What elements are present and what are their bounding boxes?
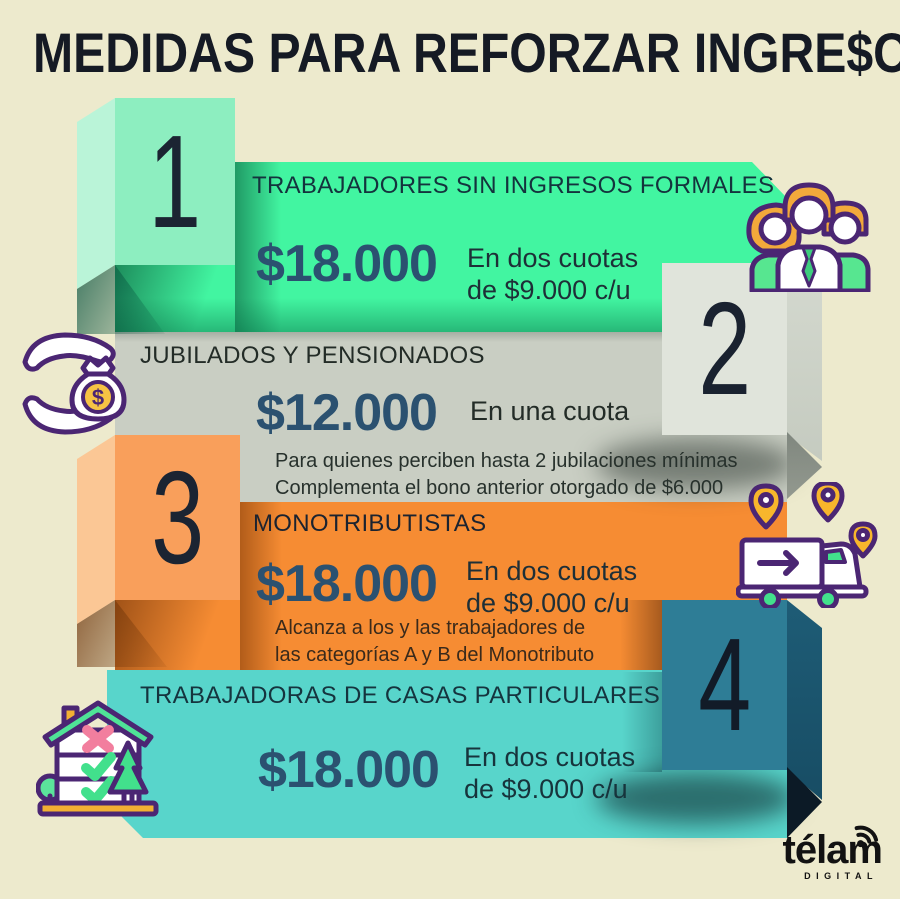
section-3-title: MONOTRIBUTISTAS <box>253 510 487 537</box>
cube-4-facet <box>787 600 822 800</box>
section-2-note: Para quienes perciben hasta 2 jubilacion… <box>275 450 738 499</box>
telam-logo: télam DIGITAL <box>692 825 883 881</box>
family-icon <box>746 182 871 292</box>
section-1-amount: $18.000 <box>256 235 438 293</box>
cube-1-number: 1 <box>148 107 202 255</box>
delivery-truck-icon <box>736 482 878 608</box>
cube-1-front: 1 <box>115 98 235 265</box>
svg-text:$: $ <box>92 385 104 410</box>
cube-3-facet <box>77 435 115 624</box>
cube-2-number: 2 <box>698 275 751 422</box>
section-2-title: JUBILADOS Y PENSIONADOS <box>140 342 485 369</box>
cube-4: 4 <box>662 600 822 838</box>
section-4-title: TRABAJADORAS DE CASAS PARTICULARES <box>140 682 661 709</box>
signal-icon <box>854 825 879 848</box>
section-3-terms: En dos cuotas de $9.000 c/u <box>466 556 638 618</box>
cube-3: 3 <box>77 435 240 667</box>
section-4-terms: En dos cuotas de $9.000 c/u <box>464 742 636 804</box>
section-3-amount: $18.000 <box>256 555 438 613</box>
cube-1: 1 <box>77 98 235 334</box>
section-1-title: TRABAJADORES SIN INGRESOS FORMALES <box>252 172 775 199</box>
section-3-note: Alcanza a los y las trabajadores de las … <box>275 617 595 666</box>
page-title: MEDIDAS PARA REFORZAR INGRE$O$ <box>33 21 900 84</box>
cube-4-front: 4 <box>662 600 787 770</box>
cube-4-number: 4 <box>698 611 751 758</box>
section-2-amount: $12.000 <box>256 384 438 442</box>
money-bag-icon: $ <box>22 332 127 435</box>
cube-3-number: 3 <box>151 443 204 591</box>
section-4-amount: $18.000 <box>258 741 440 799</box>
cube-2-facet <box>787 263 822 461</box>
section-1-terms: En dos cuotas de $9.000 c/u <box>467 243 639 305</box>
cube-3-front: 3 <box>115 435 240 600</box>
house-icon <box>36 700 159 817</box>
telam-logo-word: télam <box>783 825 883 870</box>
section-2-terms: En una cuota <box>470 396 630 426</box>
cube-1-facet <box>77 98 115 289</box>
telam-logo-digital: DIGITAL <box>804 871 878 881</box>
